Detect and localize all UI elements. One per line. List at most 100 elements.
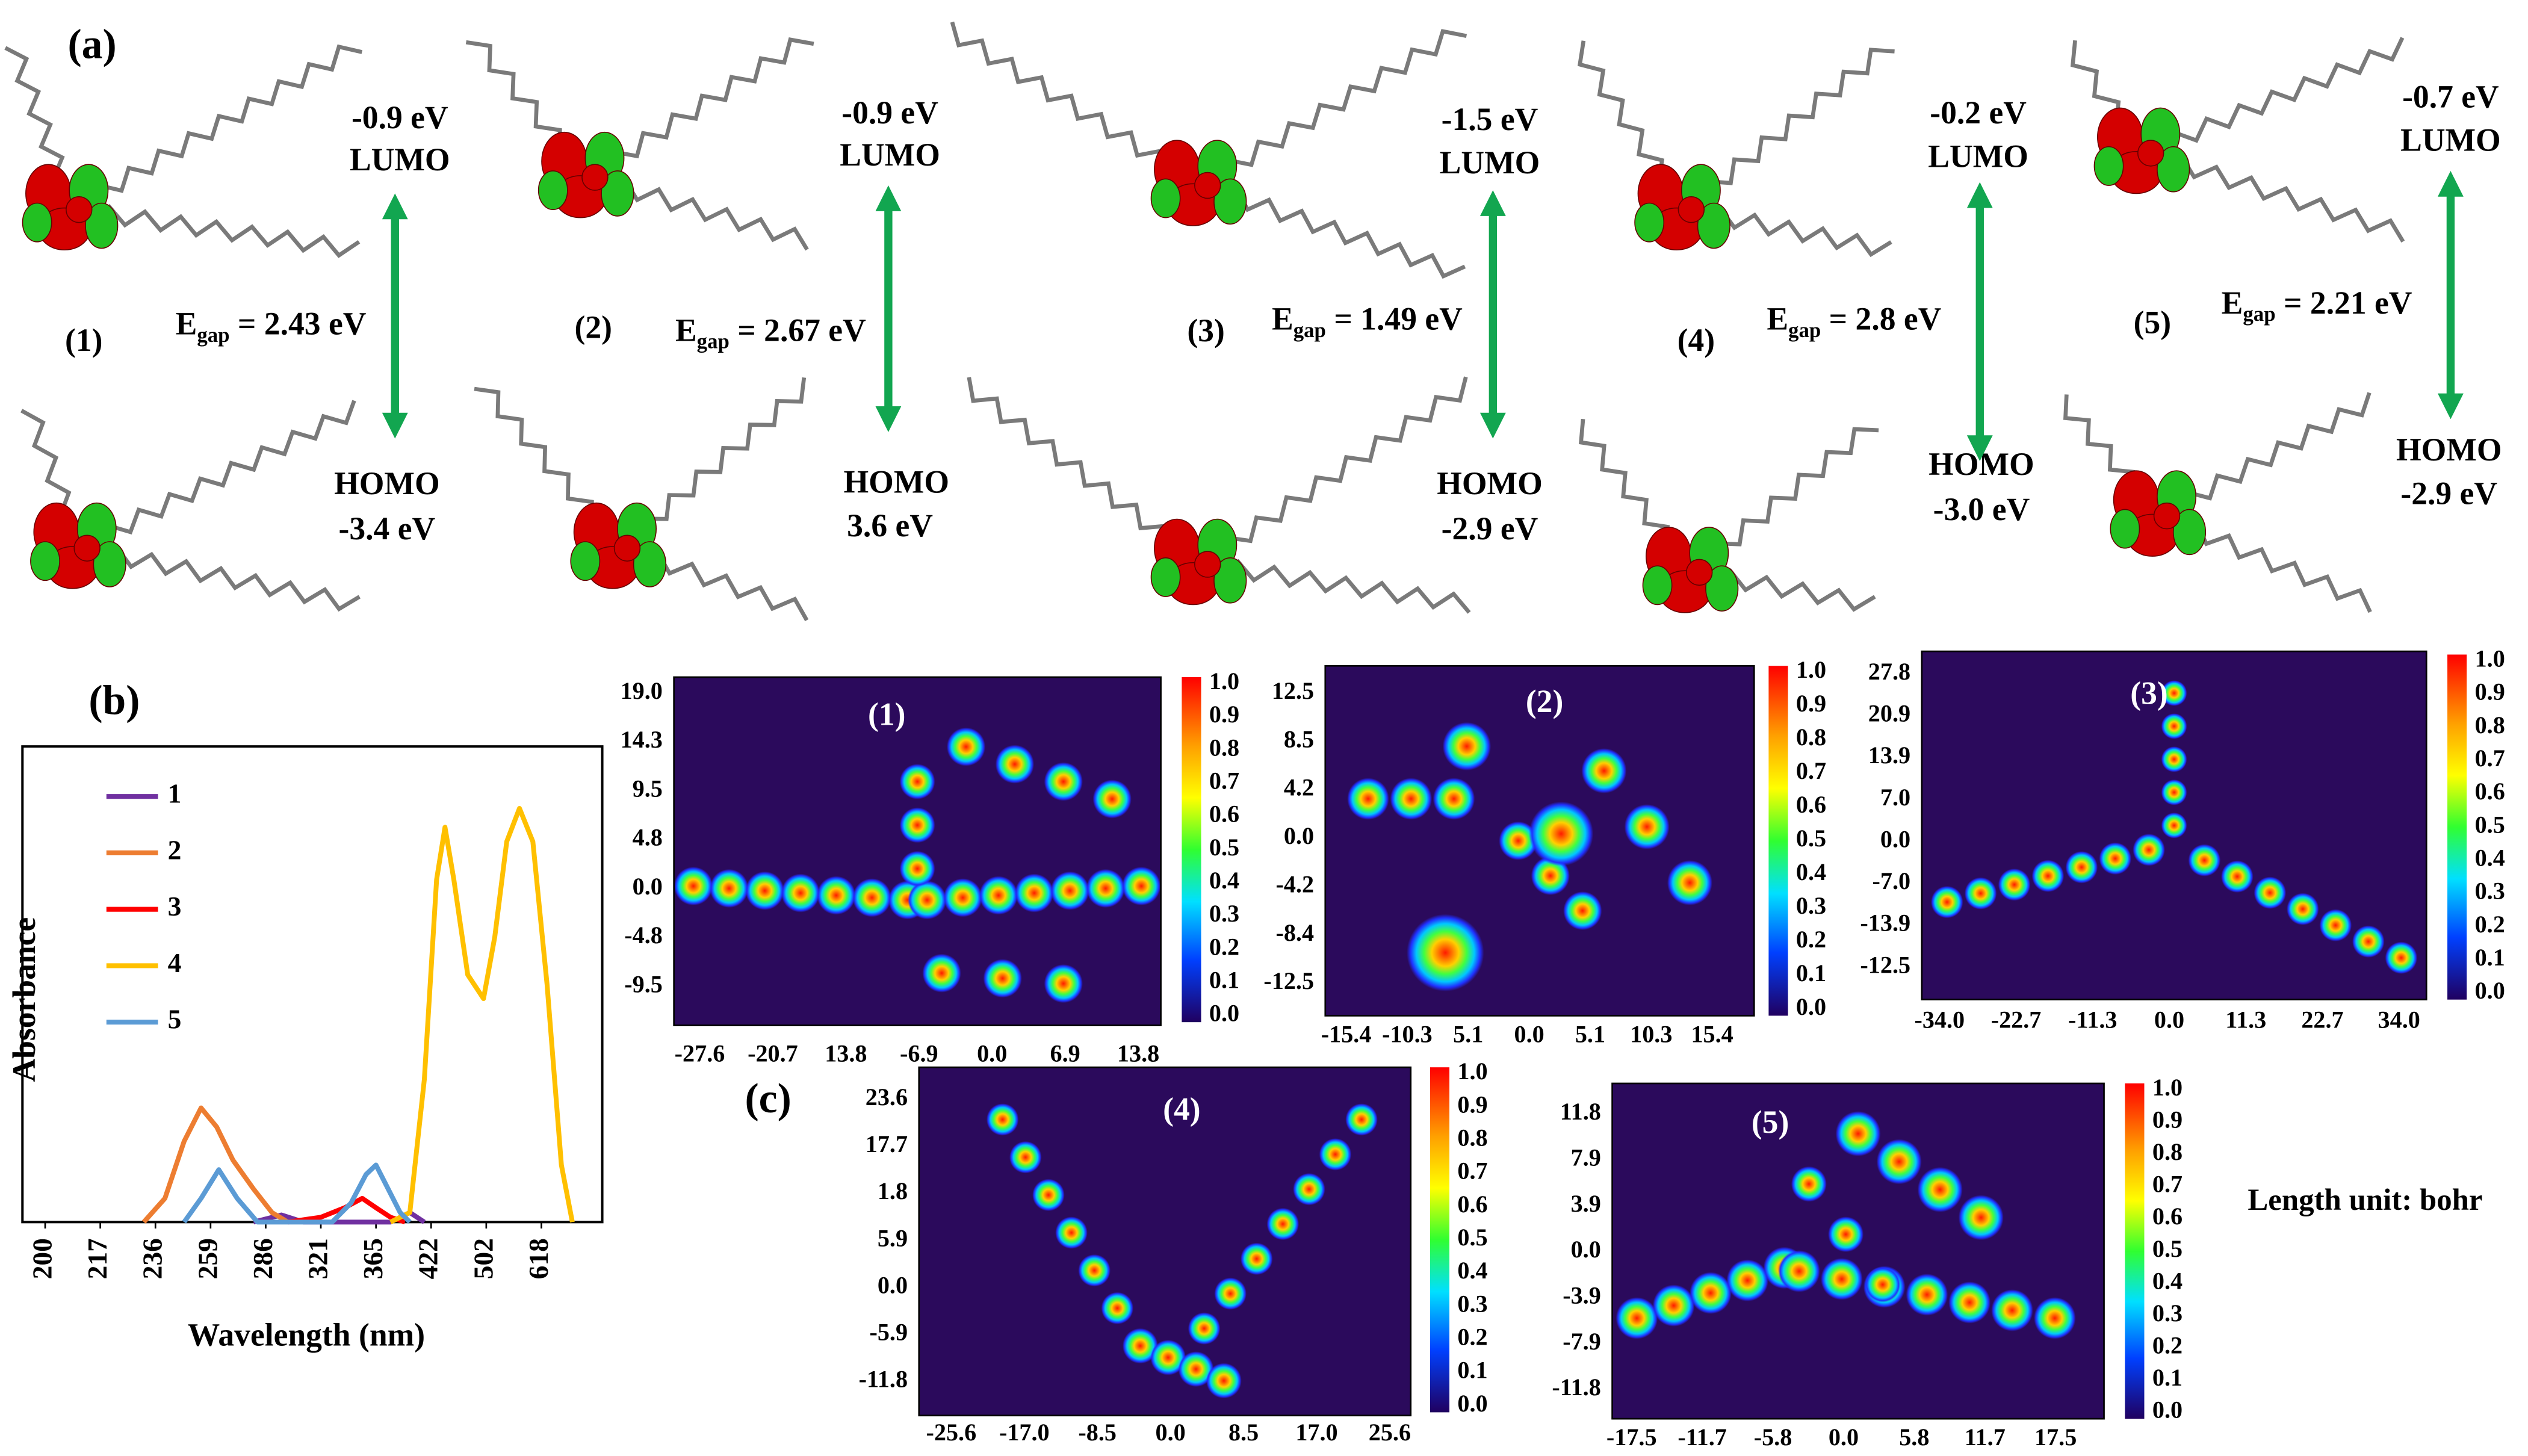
legend-label: 3 <box>168 891 182 922</box>
orbital-lobe <box>30 541 60 581</box>
x-tick-label: 5.1 <box>1453 1021 1483 1048</box>
colorbar <box>1768 666 1788 1016</box>
colorbar-tick-label: 0.0 <box>2152 1396 2183 1423</box>
egap-subscript: gap <box>697 330 730 353</box>
colorbar-tick-label: 0.5 <box>1209 834 1239 861</box>
x-tick-label: -11.3 <box>2068 1006 2117 1033</box>
density-blob <box>2161 812 2187 838</box>
x-tick-label: 0.0 <box>977 1040 1007 1067</box>
x-tick-label: 0.0 <box>1829 1423 1859 1451</box>
orbital-lobe <box>1697 202 1730 249</box>
x-tick-label: -22.7 <box>1991 1006 2042 1033</box>
density-blob <box>908 881 947 920</box>
density-blob <box>1991 1289 2033 1331</box>
y-tick-label: -11.8 <box>859 1366 908 1393</box>
legend-label: 5 <box>168 1004 182 1035</box>
y-tick-label: 0.0 <box>1284 822 1314 849</box>
x-tick-label: 34.0 <box>2378 1006 2420 1033</box>
molecule-chain <box>583 37 814 178</box>
x-tick-label: -17.5 <box>1606 1423 1657 1451</box>
length-unit: Length unit: bohr <box>2248 1183 2482 1217</box>
molecule-chain <box>80 539 361 612</box>
density-blob <box>1690 1272 1732 1315</box>
density-blob <box>1652 1284 1695 1327</box>
density-blob <box>674 866 713 906</box>
colorbar-tick-label: 0.1 <box>1457 1357 1487 1384</box>
orbital-lobe <box>22 202 52 243</box>
map-frame <box>1324 664 1755 1017</box>
x-tick-label: 618 <box>523 1238 554 1279</box>
density-blob <box>2161 746 2187 772</box>
density-blob <box>1240 1242 1273 1275</box>
legend-label: 2 <box>168 834 182 865</box>
colorbar-tick-label: 0.7 <box>1796 757 1826 784</box>
density-blob <box>2099 842 2132 875</box>
colorbar-tick-label: 0.3 <box>1457 1290 1487 1317</box>
orbital-lobe <box>2137 140 2164 167</box>
orbital-lobe <box>73 534 101 562</box>
absorbance-curve <box>141 1105 290 1224</box>
density-blob <box>1092 779 1132 819</box>
egap-subscript: gap <box>1788 318 1821 342</box>
egap-subscript: gap <box>1293 318 1326 342</box>
x-tick-label: -27.6 <box>675 1040 725 1067</box>
map-frame <box>1921 650 2427 1001</box>
egap-value: = 2.43 eV <box>238 306 367 342</box>
colorbar <box>1430 1067 1450 1413</box>
legend-label: 1 <box>168 778 182 809</box>
density-blob <box>1820 1258 1863 1300</box>
colorbar-tick-label: 0.4 <box>1796 858 1826 885</box>
density-blob <box>781 873 820 912</box>
map-title: (2) <box>1526 683 1563 719</box>
density-blob <box>1906 1274 1948 1316</box>
density-blob <box>1015 873 1054 912</box>
y-tick-label: -3.9 <box>1563 1281 1601 1309</box>
density-blob <box>1531 856 1570 896</box>
orbital-lobe <box>93 541 126 587</box>
energy-gap: Egap = 2.43 eV <box>176 306 367 347</box>
x-tick-label: 6.9 <box>1050 1040 1080 1067</box>
density-blob <box>899 764 935 800</box>
colorbar-tick-label: 0.2 <box>1796 926 1826 953</box>
colorbar-tick-label: 0.7 <box>1457 1157 1487 1185</box>
colorbar-tick-label: 0.4 <box>2152 1267 2183 1294</box>
orbital-lobe <box>1678 196 1705 223</box>
density-blob <box>2161 680 2187 706</box>
orbital-lobe <box>633 541 667 587</box>
y-tick-label: -12.5 <box>1860 951 1910 978</box>
colorbar-tick-label: 0.0 <box>1796 993 1826 1020</box>
density-blob <box>1032 1179 1065 1212</box>
density-blob <box>1214 1277 1247 1310</box>
orbital-lobe <box>1194 551 1221 578</box>
density-blob <box>983 959 1022 998</box>
density-blob <box>1122 866 1161 906</box>
density-blob <box>899 850 935 887</box>
density-blob <box>1150 1339 1186 1375</box>
colorbar-tick-label: 0.8 <box>1209 734 1239 761</box>
density-blob <box>1178 1351 1214 1387</box>
orbital-lobe <box>1194 172 1221 199</box>
lumo-label: LUMO <box>840 137 940 173</box>
orbital-lobe <box>1213 557 1247 604</box>
x-tick-label: 0.0 <box>2154 1006 2184 1033</box>
map-frame <box>673 676 1162 1026</box>
y-tick-label: 7.9 <box>1571 1144 1601 1171</box>
density-blob <box>1828 1216 1864 1253</box>
density-blob <box>1086 869 1126 908</box>
molecule-chain <box>1200 555 1471 614</box>
x-tick-label: 365 <box>358 1238 388 1279</box>
orbital-lobe <box>2093 146 2124 186</box>
colorbar-tick-label: 0.7 <box>2475 745 2505 772</box>
colorbar-tick-label: 0.1 <box>2152 1364 2183 1391</box>
colorbar <box>2125 1083 2145 1419</box>
molecule-label: (4) <box>1678 322 1715 358</box>
x-axis-label: Wavelength (nm) <box>188 1316 425 1352</box>
orbital-lobe <box>2157 146 2190 193</box>
colorbar-tick-label: 1.0 <box>2475 645 2505 672</box>
x-tick-label: -11.7 <box>1678 1423 1726 1451</box>
y-tick-label: 0.0 <box>1571 1236 1601 1263</box>
x-tick-label: -10.3 <box>1382 1021 1433 1048</box>
y-tick-label: -7.9 <box>1563 1328 1601 1355</box>
density-blob <box>1293 1173 1325 1206</box>
colorbar-tick-label: 0.7 <box>1209 767 1239 794</box>
